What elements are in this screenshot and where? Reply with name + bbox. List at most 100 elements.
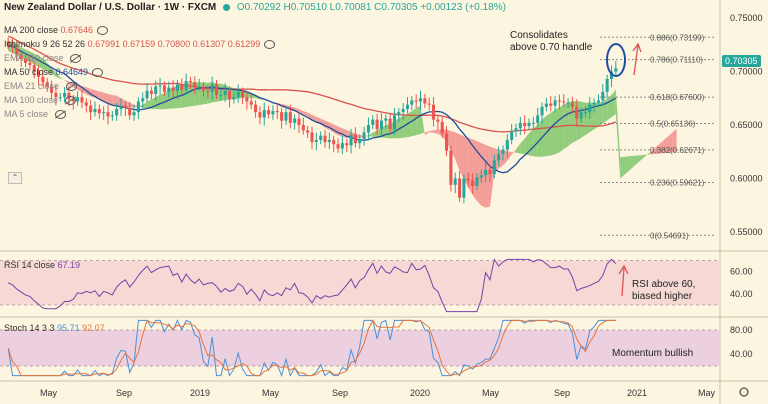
legend-ma-200-close[interactable]: MA 200 close 0.67646: [4, 24, 109, 37]
candle-body: [488, 169, 492, 175]
candle-body: [162, 85, 166, 92]
ichimoku-cloud-segment: [108, 93, 113, 106]
ichimoku-cloud-segment: [459, 134, 464, 179]
visibility-eye-icon[interactable]: [264, 40, 276, 50]
candle-body: [371, 119, 375, 125]
ichimoku-cloud-segment: [312, 114, 317, 123]
candle-body: [323, 135, 327, 143]
time-axis-label: May: [262, 388, 280, 398]
candle-body: [210, 84, 214, 92]
settings-gear-icon[interactable]: [739, 387, 749, 397]
ichimoku-cloud-segment: [420, 105, 425, 135]
legend-label: MA 5 close: [4, 109, 51, 119]
candle-body: [358, 138, 362, 144]
candle-body: [63, 92, 67, 98]
highlight-ellipse: [606, 43, 626, 77]
candle-body: [106, 112, 110, 117]
candle-body: [219, 95, 223, 97]
ichimoku-cloud-segment: [620, 156, 625, 179]
visibility-eye-icon[interactable]: [64, 96, 76, 106]
ichimoku-cloud-segment: [112, 95, 117, 107]
up-arrow-rsi-head: [618, 264, 629, 275]
visibility-eye-icon[interactable]: [69, 54, 81, 64]
up-arrow-main-head: [632, 42, 642, 53]
candle-body: [258, 112, 262, 118]
candle-body: [362, 132, 366, 139]
legend-value-k: 95.71: [57, 323, 83, 333]
fib-level-label: 0.236(0.59621): [650, 179, 705, 188]
candle-body: [570, 102, 574, 107]
ichimoku-cloud-segment: [164, 89, 169, 110]
legend-stoch[interactable]: Stoch 14 3 3 95.71 92.07: [4, 322, 105, 335]
candle-body: [349, 134, 353, 146]
ichimoku-cloud-segment: [368, 132, 373, 137]
legend-rsi[interactable]: RSI 14 close 67.19: [4, 259, 80, 272]
stoch-band: [0, 330, 720, 366]
ichimoku-cloud-segment: [529, 128, 534, 157]
legend-value: 0.67991 0.67159 0.70800 0.61307 0.61299: [87, 39, 261, 49]
candle-body: [544, 103, 548, 107]
ichimoku-cloud-segment: [160, 93, 165, 110]
candle-body: [136, 101, 140, 113]
annotation-momentum: Momentum bullish: [612, 348, 693, 359]
candle-body: [471, 180, 475, 186]
visibility-eye-icon[interactable]: [92, 68, 104, 78]
candle-body: [223, 90, 227, 96]
ichimoku-cloud-segment: [468, 137, 473, 195]
candle-body: [501, 149, 505, 154]
ichimoku-cloud-segment: [60, 77, 65, 81]
ichimoku-cloud-segment: [147, 99, 152, 110]
candle-body: [184, 81, 188, 90]
ichimoku-cloud-segment: [34, 53, 39, 67]
time-axis-label: May: [698, 388, 716, 398]
candle-body: [366, 124, 370, 133]
legend-ma-100-close[interactable]: MA 100 close: [4, 94, 76, 107]
legend-ichimoku-9-26-52-26[interactable]: Ichimoku 9 26 52 26 0.67991 0.67159 0.70…: [4, 38, 276, 51]
legend-label: RSI 14 close: [4, 260, 58, 270]
legend-ema-21-close[interactable]: EMA 21 close: [4, 80, 77, 93]
ichimoku-cloud-segment: [29, 51, 35, 65]
candle-body: [228, 90, 232, 100]
visibility-eye-icon[interactable]: [65, 82, 77, 92]
legend-ma-5-close[interactable]: MA 5 close: [4, 108, 66, 121]
ichimoku-cloud-segment: [199, 82, 204, 106]
candle-body: [314, 139, 318, 143]
candle-body: [336, 144, 340, 149]
ichimoku-cloud-segment: [646, 151, 651, 156]
candle-body: [427, 103, 431, 105]
ichimoku-cloud-segment: [568, 100, 573, 147]
symbol-title: New Zealand Dollar / U.S. Dollar · 1W · …: [4, 2, 217, 13]
candle-body: [175, 84, 179, 91]
time-axis-label: May: [40, 388, 58, 398]
legend-ma-50-close[interactable]: MA 50 close 0.64649: [4, 66, 104, 79]
fib-level-label: 0.618(0.67600): [650, 93, 705, 102]
ichimoku-cloud-segment: [602, 98, 608, 124]
rsi-axis-label: 40.00: [730, 289, 753, 299]
ichimoku-cloud-segment: [502, 150, 508, 166]
legend-ema-110-close[interactable]: EMA 110 close: [4, 52, 81, 65]
ichimoku-cloud-segment: [116, 95, 122, 107]
candle-body: [518, 122, 522, 129]
candle-body: [579, 112, 583, 119]
visibility-eye-icon[interactable]: [54, 110, 66, 120]
candle-body: [80, 97, 84, 103]
visibility-eye-icon[interactable]: [97, 26, 109, 36]
fib-level-label: 0.382(0.62671): [650, 146, 705, 155]
ichimoku-cloud-segment: [663, 136, 668, 154]
ichimoku-cloud-segment: [520, 138, 525, 155]
candle-body: [497, 153, 501, 161]
ichimoku-cloud-segment: [615, 89, 621, 179]
ichimoku-cloud-segment: [359, 134, 365, 138]
candle-body: [236, 91, 240, 98]
candle-body: [28, 62, 32, 66]
candle-body: [245, 97, 249, 102]
candle-body: [388, 118, 392, 130]
last-price-tag: 0.70305: [722, 55, 761, 67]
candle-body: [553, 100, 557, 106]
ichimoku-cloud-segment: [550, 109, 556, 156]
candle-body: [353, 134, 357, 144]
time-axis-label: Sep: [116, 388, 132, 398]
collapse-legend-button[interactable]: ⌃: [8, 172, 22, 184]
candle-body: [254, 104, 258, 113]
